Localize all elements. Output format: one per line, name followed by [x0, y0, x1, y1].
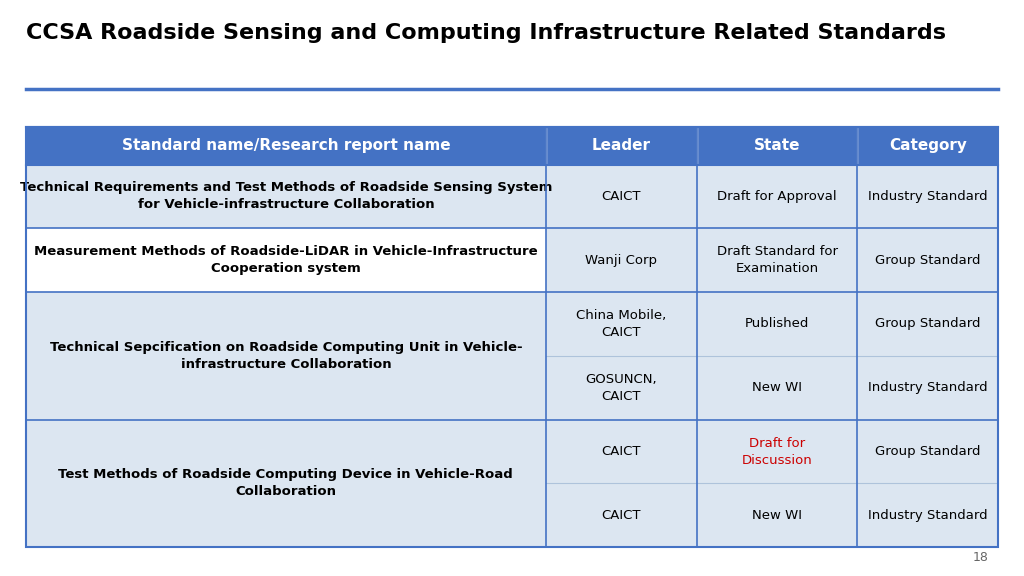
Text: Leader: Leader — [592, 138, 651, 153]
Text: Measurement Methods of Roadside-LiDAR in Vehicle-Infrastructure
Cooperation syst: Measurement Methods of Roadside-LiDAR in… — [34, 245, 538, 275]
Text: Technical Requirements and Test Methods of Roadside Sensing System
for Vehicle-i: Technical Requirements and Test Methods … — [19, 181, 552, 211]
Text: Group Standard: Group Standard — [876, 445, 981, 458]
Text: 18: 18 — [972, 551, 988, 564]
Text: Category: Category — [889, 138, 967, 153]
Text: New WI: New WI — [752, 509, 802, 522]
Text: Industry Standard: Industry Standard — [868, 381, 988, 394]
Text: Industry Standard: Industry Standard — [868, 509, 988, 522]
Text: CCSA Roadside Sensing and Computing Infrastructure Related Standards: CCSA Roadside Sensing and Computing Infr… — [26, 23, 945, 43]
Text: Draft Standard for
Examination: Draft Standard for Examination — [717, 245, 838, 275]
Text: Published: Published — [744, 317, 809, 331]
Text: Standard name/Research report name: Standard name/Research report name — [122, 138, 451, 153]
Text: GOSUNCN,
CAICT: GOSUNCN, CAICT — [586, 373, 657, 403]
Text: Test Methods of Roadside Computing Device in Vehicle-Road
Collaboration: Test Methods of Roadside Computing Devic… — [58, 468, 513, 498]
Text: China Mobile,
CAICT: China Mobile, CAICT — [577, 309, 667, 339]
Text: Group Standard: Group Standard — [876, 317, 981, 331]
Text: Wanji Corp: Wanji Corp — [586, 253, 657, 267]
Text: Group Standard: Group Standard — [876, 253, 981, 267]
Text: New WI: New WI — [752, 381, 802, 394]
Text: Draft for Approval: Draft for Approval — [717, 190, 837, 203]
Text: Draft for
Discussion: Draft for Discussion — [741, 437, 812, 467]
Text: State: State — [754, 138, 801, 153]
Text: CAICT: CAICT — [602, 445, 641, 458]
Text: CAICT: CAICT — [602, 509, 641, 522]
Text: CAICT: CAICT — [602, 190, 641, 203]
Text: Industry Standard: Industry Standard — [868, 190, 988, 203]
Text: Technical Sepcification on Roadside Computing Unit in Vehicle-
infrastructure Co: Technical Sepcification on Roadside Comp… — [49, 341, 522, 371]
